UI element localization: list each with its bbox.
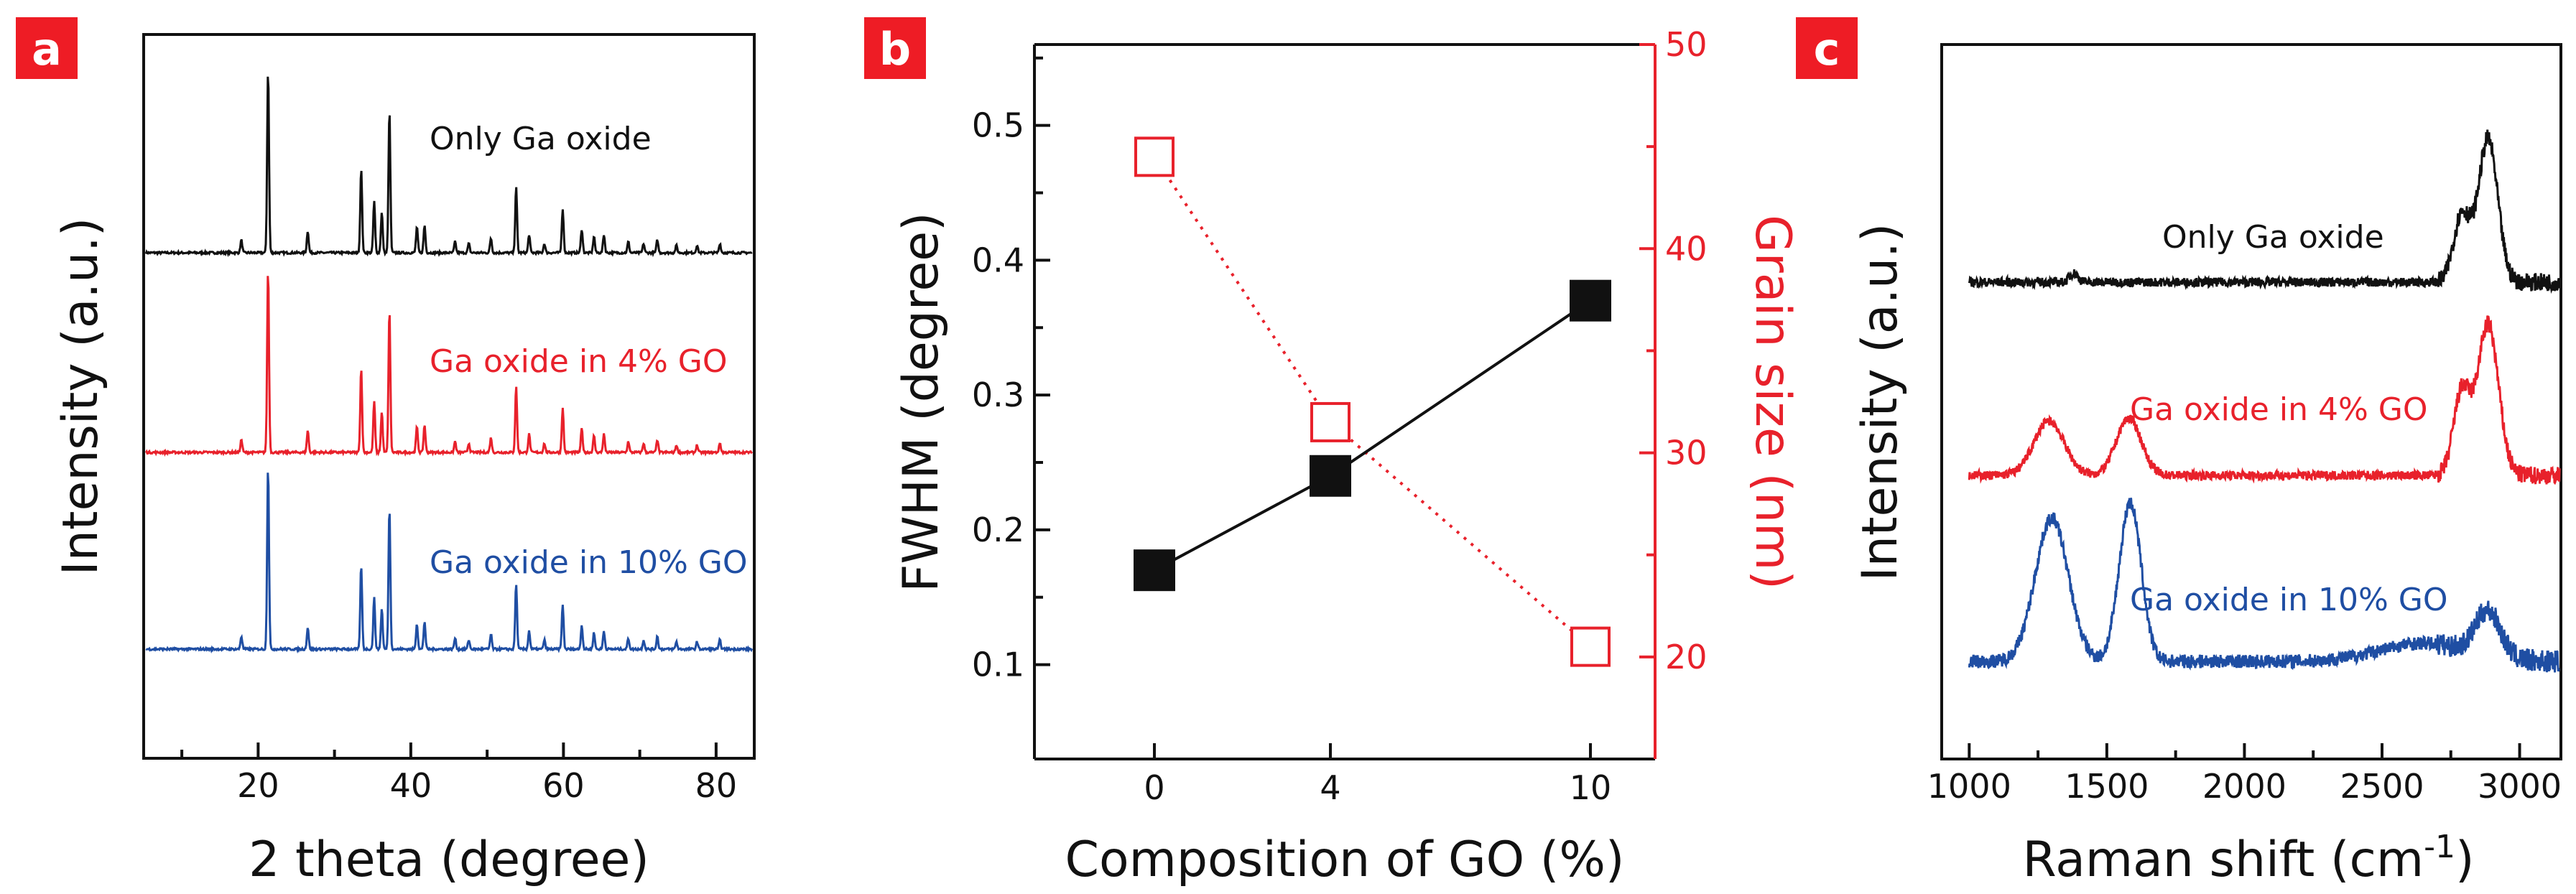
panel-c-trace-2 bbox=[1968, 315, 2561, 485]
panel-c-x-axis-label-sup: -1 bbox=[2424, 829, 2455, 865]
panel-b-y2-axis-label: Grain size (nm) bbox=[1744, 215, 1801, 590]
panel-c-trace-3 bbox=[1968, 497, 2560, 673]
panel-c-label-10pct-go: Ga oxide in 10% GO bbox=[2130, 582, 2447, 618]
panel-a-badge-box bbox=[16, 17, 78, 79]
panel-c-x-tick-label: 3000 bbox=[2478, 767, 2562, 806]
panel-b-left-ticks: 0.1 0.2 0.3 0.4 0.5 bbox=[972, 56, 1050, 684]
panel-c-plot-frame bbox=[1940, 43, 2562, 760]
panel-b-badge-box bbox=[864, 17, 926, 79]
panel-b-y-tick-label: 0.5 bbox=[972, 106, 1024, 145]
panel-b-x-axis-label: Composition of GO (%) bbox=[1065, 832, 1625, 888]
panel-c-badge: c bbox=[1814, 23, 1840, 75]
panel-b-grain-size-line bbox=[1153, 156, 1592, 648]
panel-a-badge: a bbox=[32, 23, 62, 75]
panel-c-x-axis-label-end: ) bbox=[2455, 832, 2475, 888]
panel-a-label-4pct-go: Ga oxide in 4% GO bbox=[430, 343, 727, 380]
panel-c-x-tick-label: 1500 bbox=[2065, 767, 2149, 806]
panel-b-y2-tick-label: 40 bbox=[1665, 229, 1708, 268]
panel-b-x-tick-label: 10 bbox=[1570, 768, 1612, 807]
panel-b-fwhm-line bbox=[1154, 299, 1592, 572]
panel-b-badge: b bbox=[879, 23, 911, 75]
panel-a-label-only-ga-oxide: Only Ga oxide bbox=[430, 121, 652, 157]
panel-b-fwhm-point bbox=[1310, 455, 1351, 497]
panel-b-y2-tick-label: 50 bbox=[1665, 25, 1708, 64]
panel-c-x-axis-label-main: Raman shift (cm bbox=[2022, 832, 2424, 888]
panel-a-x-tick-label: 60 bbox=[542, 766, 585, 805]
panel-c-traces bbox=[1968, 129, 2561, 673]
panel-b-grain-size-point bbox=[1310, 401, 1350, 442]
panel-a-label-10pct-go: Ga oxide in 10% GO bbox=[430, 544, 747, 581]
panel-a-y-axis-label: Intensity (a.u.) bbox=[52, 218, 109, 576]
panel-b-y-tick-label: 0.4 bbox=[972, 241, 1024, 279]
panel-b: b 0.1 0.2 0.3 0.4 0.5 20 30 40 50 0 4 10 Composit… bbox=[864, 17, 1801, 888]
panel-b-y-tick-label: 0.1 bbox=[972, 646, 1024, 684]
panel-b-y-axis-label: FWHM (degree) bbox=[893, 212, 950, 592]
panel-b-x-tick-label: 4 bbox=[1320, 768, 1340, 807]
panel-c-trace-1 bbox=[1968, 129, 2561, 294]
panel-a-x-tick-label: 20 bbox=[237, 766, 279, 805]
panel-b-x-ticks: 0 4 10 bbox=[1144, 743, 1611, 807]
panel-a-x-tick-label: 80 bbox=[695, 766, 738, 805]
panel-b-grain-size-point bbox=[1570, 626, 1611, 667]
panel-b-y2-tick-label: 20 bbox=[1665, 638, 1708, 676]
panel-a-traces bbox=[144, 76, 754, 654]
panel-a: a 20 40 60 80 Only Ga oxide Ga oxide in 4% … bbox=[16, 17, 756, 888]
panel-b-series bbox=[1134, 136, 1611, 667]
panel-a-x-tick-label: 40 bbox=[390, 766, 432, 805]
panel-c-x-tick-label: 2000 bbox=[2202, 767, 2287, 806]
panel-b-right-ticks: 20 30 40 50 bbox=[1639, 25, 1708, 676]
panel-b-y-tick-label: 0.3 bbox=[972, 376, 1024, 414]
panel-c: c 1000 1500 2000 2500 3000 Only Ga oxide Ga … bbox=[1796, 17, 2562, 888]
panel-b-y2-tick-label: 30 bbox=[1665, 434, 1708, 472]
panel-b-fwhm-point bbox=[1570, 279, 1611, 322]
panel-a-trace-1 bbox=[144, 76, 753, 258]
panel-a-trace-2 bbox=[144, 276, 754, 457]
panel-a-plot-frame bbox=[142, 33, 756, 760]
panel-c-x-tick-label: 1000 bbox=[1927, 767, 2011, 806]
panel-c-x-axis-label: Raman shift (cm-1) bbox=[2022, 829, 2474, 888]
panel-c-label-4pct-go: Ga oxide in 4% GO bbox=[2130, 391, 2427, 428]
panel-c-badge-box bbox=[1796, 17, 1858, 79]
panel-a-trace-3 bbox=[145, 472, 754, 654]
panel-c-label-only-ga-oxide: Only Ga oxide bbox=[2162, 219, 2384, 256]
panel-a-x-ticks: 20 40 60 80 bbox=[180, 742, 738, 805]
panel-c-y-axis-label: Intensity (a.u.) bbox=[1852, 223, 1909, 582]
panel-a-x-axis-label: 2 theta (degree) bbox=[249, 832, 649, 888]
panel-b-x-tick-label: 0 bbox=[1144, 768, 1164, 807]
panel-b-y-tick-label: 0.2 bbox=[972, 511, 1024, 549]
panel-c-x-tick-label: 2500 bbox=[2340, 767, 2424, 806]
panel-b-fwhm-point bbox=[1134, 549, 1175, 592]
panel-b-grain-size-point bbox=[1134, 136, 1175, 177]
panel-c-x-ticks: 1000 1500 2000 2500 3000 bbox=[1927, 743, 2562, 806]
